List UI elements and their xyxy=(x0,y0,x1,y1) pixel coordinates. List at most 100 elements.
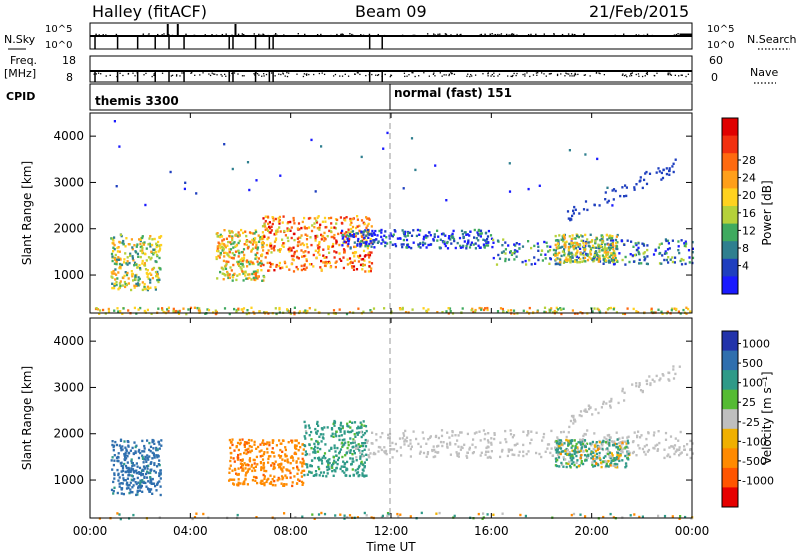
velocity-cell xyxy=(158,443,161,446)
power-cell xyxy=(355,268,359,271)
power-cell xyxy=(267,229,270,232)
nsky-point xyxy=(460,33,462,36)
power-cell xyxy=(610,253,613,257)
velocity-cell xyxy=(121,466,125,470)
power-cell xyxy=(156,270,159,274)
velocity-cell xyxy=(608,451,611,454)
power-cell xyxy=(130,288,133,292)
power-cell xyxy=(278,219,281,222)
power-cell xyxy=(222,246,225,249)
power-cell xyxy=(256,260,259,263)
velocity-cell xyxy=(598,454,601,458)
nave-point xyxy=(263,73,265,75)
power-cell xyxy=(132,259,135,262)
nave-point xyxy=(687,73,690,75)
velocity-cell xyxy=(270,464,273,467)
power-cell xyxy=(141,235,144,238)
velocity-cell xyxy=(403,440,406,443)
power-cell xyxy=(118,282,121,285)
power-cell xyxy=(230,230,233,233)
velocity-cell xyxy=(524,514,527,518)
power-cell xyxy=(345,312,349,316)
velocity-cell xyxy=(312,474,315,477)
power-cell xyxy=(323,256,326,259)
velocity-cell xyxy=(233,467,237,471)
power-cell xyxy=(297,222,301,225)
nave-point xyxy=(681,74,683,76)
velocity-cell xyxy=(319,433,322,436)
power-cell xyxy=(155,242,158,245)
velocity-cell xyxy=(385,452,388,456)
power-cell xyxy=(241,257,244,260)
velocity-cell xyxy=(335,454,338,457)
power-cell xyxy=(330,226,333,229)
velocity-cell xyxy=(318,456,321,459)
power-cell xyxy=(155,244,158,247)
velocity-cell xyxy=(362,444,365,448)
power-cell xyxy=(315,234,319,238)
nave-point xyxy=(556,74,559,77)
power-cell xyxy=(328,261,331,265)
power-cell xyxy=(370,262,374,265)
velocity-cell xyxy=(361,472,364,475)
power-cell xyxy=(216,245,219,248)
nave-point xyxy=(629,73,632,75)
velocity-cell xyxy=(237,481,240,484)
nave-point xyxy=(381,75,383,77)
power-cell xyxy=(366,247,369,250)
x-tick-label: 08:00 xyxy=(273,524,308,538)
velocity-cell xyxy=(355,447,358,450)
power-cell xyxy=(673,307,676,310)
power-cell xyxy=(246,259,249,262)
power-cell xyxy=(358,224,361,228)
power-cell xyxy=(332,242,335,246)
power-cell xyxy=(318,241,321,244)
power-cell xyxy=(440,232,444,236)
power-cell xyxy=(242,248,246,251)
colorbar-tick-label: -500 xyxy=(742,455,767,468)
velocity-cell xyxy=(338,452,341,455)
power-cell xyxy=(659,251,662,255)
power-cell xyxy=(146,269,149,272)
power-cell xyxy=(352,268,356,271)
power-cell xyxy=(371,242,374,245)
power-cell xyxy=(319,266,322,269)
velocity-cell xyxy=(645,379,649,382)
y-tick-label: 1000 xyxy=(53,268,84,282)
power-cell xyxy=(462,244,465,248)
power-cell xyxy=(333,233,336,237)
velocity-cell xyxy=(316,440,319,443)
power-cell xyxy=(461,246,464,249)
power-cell xyxy=(242,265,245,268)
power-cell xyxy=(123,258,126,261)
velocity-cell xyxy=(588,447,591,451)
velocity-cell xyxy=(363,432,367,435)
velocity-cell xyxy=(339,467,342,471)
velocity-cell xyxy=(250,445,253,449)
velocity-cell xyxy=(565,451,568,454)
power-cell xyxy=(115,273,118,276)
power-cell xyxy=(295,265,298,269)
velocity-cell xyxy=(269,474,272,477)
velocity-cell xyxy=(300,471,303,475)
velocity-cell xyxy=(124,479,127,482)
velocity-cell xyxy=(353,452,356,455)
power-cell xyxy=(151,268,154,271)
velocity-cell xyxy=(627,452,630,456)
power-cell xyxy=(232,275,235,279)
velocity-cell xyxy=(273,517,276,520)
nave-point xyxy=(599,72,601,75)
power-cell xyxy=(239,266,242,269)
power-cell xyxy=(576,249,579,252)
power-cell xyxy=(571,241,574,245)
power-cell xyxy=(185,312,188,316)
velocity-cell xyxy=(580,453,583,457)
power-cell xyxy=(333,256,336,259)
power-cell xyxy=(246,277,249,280)
power-cell xyxy=(157,276,160,280)
velocity-cell xyxy=(627,435,630,438)
power-cell xyxy=(223,251,226,255)
power-cell xyxy=(372,239,375,242)
velocity-cell xyxy=(569,419,573,423)
power-cell xyxy=(574,247,577,250)
